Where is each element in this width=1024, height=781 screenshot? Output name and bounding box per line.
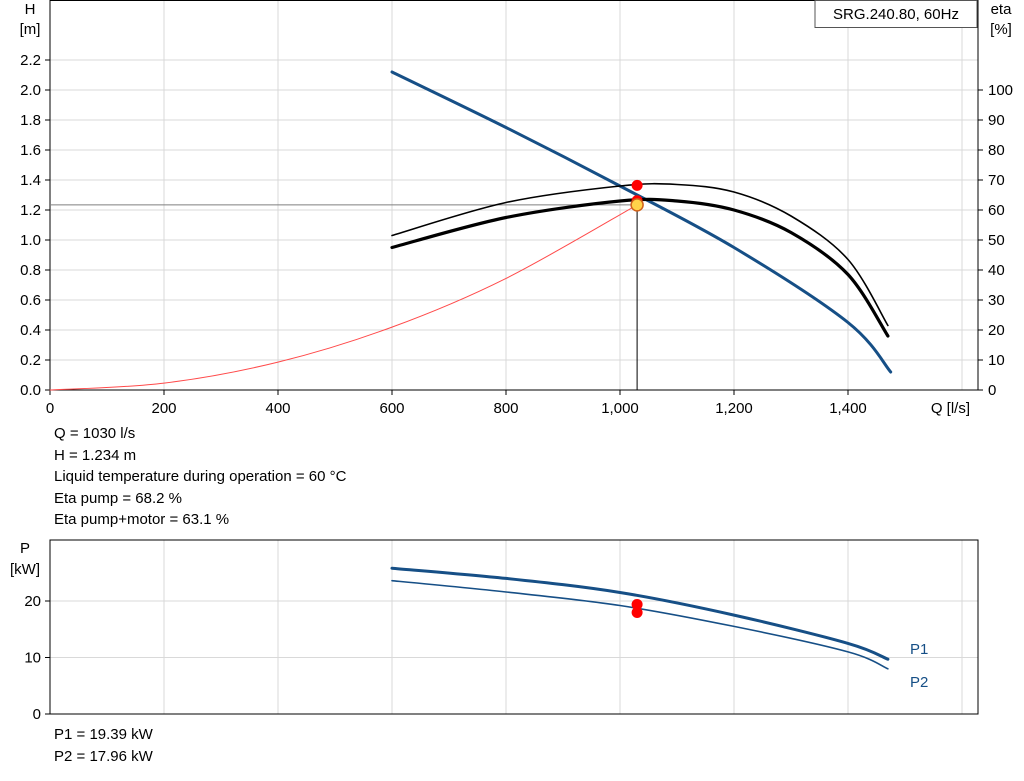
x-tick-label: 600 bbox=[379, 400, 404, 417]
eta-axis-name: eta bbox=[991, 1, 1013, 18]
y-tick-label: 2.0 bbox=[20, 82, 41, 99]
eta-tick-label: 90 bbox=[988, 112, 1005, 129]
p-axis-unit: [kW] bbox=[10, 561, 40, 578]
readout-eta-total: Eta pump+motor = 63.1 % bbox=[54, 511, 230, 528]
x-tick-label: 1,200 bbox=[715, 400, 753, 417]
readout-head: H = 1.234 m bbox=[54, 446, 137, 464]
y-tick-label: 0.2 bbox=[20, 352, 41, 369]
readout-p1: P1 = 19.39 kW bbox=[54, 726, 153, 743]
curve-eta-total bbox=[390, 197, 890, 338]
curve-p1 bbox=[390, 566, 890, 661]
eta-tick-label: 10 bbox=[988, 352, 1005, 369]
x-axis-label: Q [l/s] bbox=[931, 400, 970, 417]
x-tick-label: 400 bbox=[265, 400, 290, 417]
curve-eta-pump bbox=[391, 182, 889, 327]
eta-tick-label: 40 bbox=[988, 262, 1005, 279]
readout-eta-pump: Eta pump = 68.2 % bbox=[54, 489, 182, 507]
readout-liquid-temperature: Liquid temperature during operation = 60… bbox=[54, 468, 347, 485]
eta-tick-label: 60 bbox=[988, 202, 1005, 219]
p-tick-label: 0 bbox=[33, 706, 41, 723]
x-tick-label: 0 bbox=[46, 400, 54, 417]
duty-point-marker bbox=[630, 198, 644, 212]
series-label-p1: P1 bbox=[910, 641, 928, 658]
eta-axis-unit: [%] bbox=[990, 21, 1012, 38]
power-readout: P1 = 19.39 kW P2 = 17.96 kW bbox=[54, 724, 153, 767]
readout-flow: Q = 1030 l/s bbox=[54, 425, 136, 442]
eta-tick-label: 50 bbox=[988, 232, 1005, 249]
y-tick-label: 1.6 bbox=[20, 142, 41, 159]
p1-marker bbox=[631, 598, 643, 610]
y-tick-label: 2.2 bbox=[20, 52, 41, 69]
y-tick-label: 1.8 bbox=[20, 112, 41, 129]
y-tick-label: 0.6 bbox=[20, 292, 41, 309]
pump-model-box bbox=[814, 0, 978, 28]
eta-tick-label: 20 bbox=[988, 322, 1005, 339]
series-label-p2: P2 bbox=[910, 674, 928, 691]
power-chart: 0 10 20 P [kW] P1 P2 bbox=[10, 539, 979, 723]
y-tick-label: 0.0 bbox=[20, 382, 41, 399]
p2-marker bbox=[631, 607, 643, 619]
y-tick-label: 1.2 bbox=[20, 202, 41, 219]
x-tick-label: 200 bbox=[151, 400, 176, 417]
p-tick-label: 10 bbox=[24, 650, 41, 667]
x-tick-label: 1,400 bbox=[829, 400, 867, 417]
operating-point-readout: Q = 1030 l/s H = 1.234 m Liquid temperat… bbox=[54, 423, 346, 531]
y-tick-label: 0.4 bbox=[20, 322, 41, 339]
eta-pump-marker bbox=[631, 179, 643, 191]
y-tick-label: 0.8 bbox=[20, 262, 41, 279]
y-axis-name: H bbox=[25, 1, 36, 18]
y-tick-label: 1.4 bbox=[20, 172, 41, 189]
curve-system bbox=[49, 204, 638, 391]
y-axis-unit: [m] bbox=[20, 21, 41, 38]
curve-H bbox=[390, 70, 893, 374]
eta-tick-label: 70 bbox=[988, 172, 1005, 189]
eta-tick-label: 0 bbox=[988, 382, 996, 399]
p-axis-name: P bbox=[20, 540, 30, 557]
x-tick-label: 1,000 bbox=[601, 400, 639, 417]
curve-p2 bbox=[391, 579, 889, 670]
eta-tick-label: 30 bbox=[988, 292, 1005, 309]
y-tick-label: 1.0 bbox=[20, 232, 41, 249]
eta-tick-label: 80 bbox=[988, 142, 1005, 159]
power-chart-frame bbox=[49, 539, 979, 715]
pump-model-label: SRG.240.80, 60Hz bbox=[833, 6, 959, 23]
x-tick-label: 800 bbox=[493, 400, 518, 417]
p-tick-label: 20 bbox=[24, 593, 41, 610]
readout-p2: P2 = 17.96 kW bbox=[54, 747, 153, 765]
head-efficiency-chart: 0.0 0.2 0.4 0.6 0.8 1.0 1.2 1.4 1.6 1.8 2.0 2.2 0 10 2… bbox=[20, 0, 1013, 417]
eta-tick-label: 100 bbox=[988, 82, 1013, 99]
